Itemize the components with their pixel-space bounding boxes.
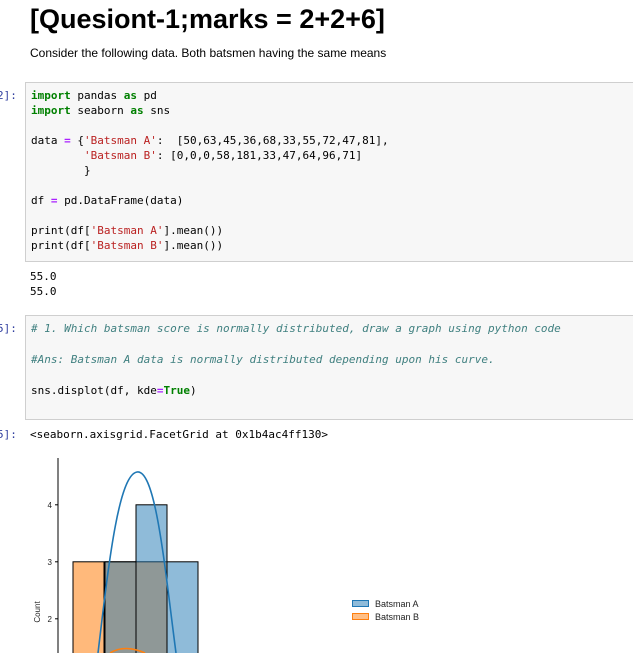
code-line: import pandas as pd [31,89,157,102]
code-line: df = pd.DataFrame(data) [31,194,184,207]
y-tick-label: 2 [48,615,53,624]
y-tick-label: 4 [48,501,53,510]
kde-curve-batsman-a [97,471,177,653]
displot-figure: 2 3 4 Count [33,458,199,653]
legend-item: Batsman B [352,610,419,623]
legend-swatch-b [352,613,369,620]
legend-swatch-a [352,600,369,607]
code-line: print(df['Batsman B'].mean()) [31,239,224,252]
code-cell-1[interactable]: import pandas as pd import seaborn as sn… [25,82,633,262]
y-ticks: 2 3 4 [48,501,58,624]
cell-output: 55.0 [30,285,57,298]
histogram-bar-batsman-a [135,504,168,653]
code-line: 'Batsman B': [0,0,0,58,181,33,47,64,96,7… [83,149,363,162]
result-repr: <seaborn.axisgrid.FacetGrid at 0x1b4ac4f… [30,428,329,441]
code-cell-2[interactable]: # 1. Which batsman score is normally dis… [25,315,633,420]
legend-label: Batsman B [375,611,420,622]
kde-curve-batsman-b [109,647,146,653]
y-tick-label: 3 [48,558,53,567]
histogram-bar-batsman-a [166,561,199,653]
histogram-bars [72,504,199,653]
code-line: print(df['Batsman A'].mean()) [31,224,224,237]
cell-prompt: 5]: [0,322,17,335]
code-line: sns.displot(df, kde=True) [31,384,197,397]
description: Consider the following data. Both batsme… [30,46,387,60]
code-comment: #Ans: Batsman A data is normally distrib… [31,353,495,366]
chart-legend: Batsman A Batsman B [352,597,419,623]
histogram-bar-batsman-b [72,561,105,653]
code-comment: # 1. Which batsman score is normally dis… [31,322,561,335]
histogram-bar-batsman-a [104,561,137,653]
code-line: data = {'Batsman A': [50,63,45,36,68,33,… [31,134,389,147]
y-axis-label: Count [33,601,42,623]
legend-label: Batsman A [375,598,419,609]
code-line: import seaborn as sns [31,104,171,117]
cell-output: 55.0 [30,270,57,283]
code-line: } [31,164,91,177]
page-title: [Quesiont-1;marks = 2+2+6] [30,4,385,34]
cell-prompt: 5]: [0,428,17,441]
cell-prompt: 2]: [0,89,17,102]
legend-item: Batsman A [352,597,419,610]
